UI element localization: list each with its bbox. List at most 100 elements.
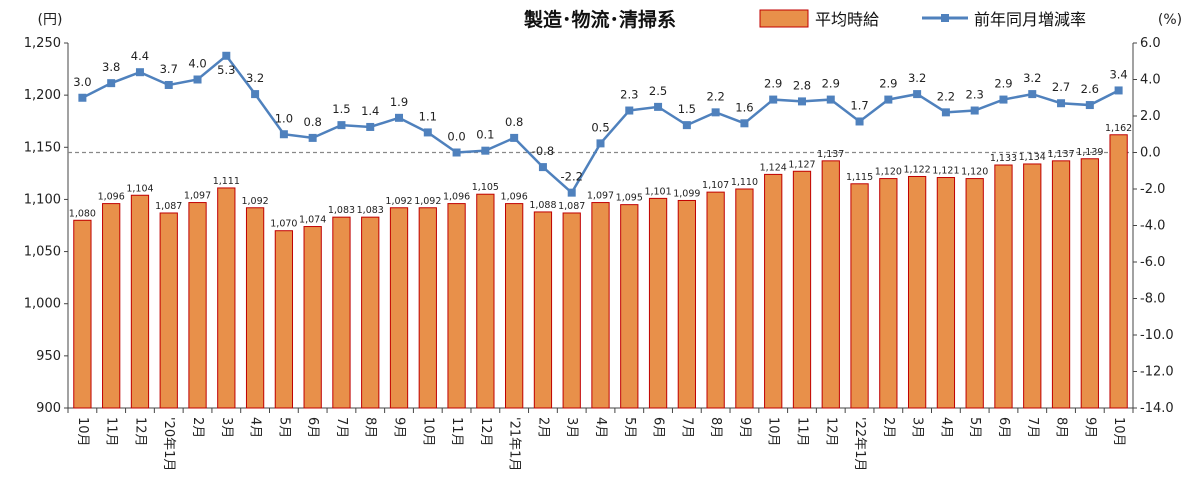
bar-value-label: 1,120 [875,167,902,178]
right-tick-label: 6.0 [1140,36,1161,51]
rate-marker [308,133,317,142]
rate-marker [251,90,260,99]
rate-value-label: 3.2 [1023,71,1041,85]
bar [764,173,783,409]
rate-marker [1028,90,1037,99]
bar-value-label: 1,139 [1076,147,1103,158]
bar-value-label: 1,087 [558,201,585,212]
bar-value-label: 1,092 [414,196,441,207]
rate-marker [279,130,288,139]
x-category-label: 2月 [881,417,896,438]
x-category-label: 10月 [420,417,435,447]
bar [418,207,437,409]
bar-value-label: 1,133 [990,153,1017,164]
bar-value-label: 1,074 [299,215,326,226]
rate-value-label: 4.0 [188,57,206,71]
bar-value-label: 1,162 [1105,123,1132,134]
bar [102,203,121,409]
left-tick-label: 1,150 [24,140,61,155]
rate-marker [366,122,375,131]
bar [447,203,466,409]
bar-value-label: 1,097 [184,191,211,202]
x-category-label: 7月 [679,417,694,438]
bar-value-label: 1,096 [98,192,125,203]
x-category-label: 6月 [305,417,320,438]
bar-value-label: 1,115 [846,172,873,183]
bar [533,211,553,409]
legend-bar-swatch [759,9,809,28]
x-category-label: 10月 [75,417,90,447]
left-tick-label: 1,100 [24,192,61,207]
rate-value-label: 2.2 [706,89,724,103]
x-category-label: 9月 [392,417,407,438]
rate-value-label: 1.4 [361,104,379,118]
rate-marker [596,139,605,148]
right-tick-label: -12.0 [1140,365,1174,380]
rate-value-label: 2.3 [966,88,984,102]
rate-marker [682,121,691,130]
bar-value-label: 1,083 [357,205,384,216]
bar [274,230,294,409]
bar [936,177,956,409]
bar [562,212,581,409]
x-category-label: '22年1月 [852,417,867,471]
rate-marker [1057,99,1066,108]
rate-marker [1085,101,1094,110]
rate-value-label: 2.9 [764,77,782,91]
bar [965,178,984,409]
rate-marker [826,95,835,104]
x-category-label: 11月 [449,417,464,447]
rate-value-label: -0.8 [532,144,554,158]
rate-value-label: 0.8 [304,115,322,129]
bar [591,202,610,409]
rate-value-label: 5.3 [217,63,235,77]
x-category-label: '20年1月 [161,417,176,471]
x-category-label: 6月 [996,417,1011,438]
right-tick-label: 4.0 [1140,73,1161,88]
x-category-label: 10月 [1111,417,1126,447]
rate-marker [337,121,346,130]
rate-value-label: 2.5 [649,84,667,98]
rate-marker [135,68,144,77]
bar-value-label: 1,127 [788,159,815,170]
bars [73,134,1128,409]
bar [303,226,322,409]
rate-value-label: 2.2 [937,89,955,103]
x-category-label: 8月 [1054,417,1069,438]
bar-value-label: 1,095 [616,193,643,204]
bar-value-label: 1,111 [213,176,240,187]
bar [821,160,840,409]
x-category-label: 5月 [276,417,291,438]
bar [476,193,495,409]
bar [706,191,725,409]
bar-value-label: 1,110 [731,177,758,188]
x-category-label: 7月 [1025,417,1040,438]
rate-value-label: 4.4 [131,49,149,63]
left-tick-label: 1,050 [24,245,61,260]
x-category-label: 11月 [794,417,809,447]
rate-marker [193,75,202,84]
rate-marker [222,51,231,60]
bar [1051,160,1071,409]
right-tick-label: -8.0 [1140,292,1165,307]
bar-value-label: 1,120 [961,167,988,178]
right-tick-label: 2.0 [1140,109,1161,124]
right-tick-label: -4.0 [1140,219,1165,234]
legend-bar-label: 平均時給 [815,10,879,29]
bar [648,197,668,409]
x-category-label: 3月 [219,417,234,438]
left-tick-label: 1,250 [24,36,61,51]
x-labels: 10月 11月 12月 '20年1月 2月 3月 4月 5月 6月 7月 8月 9月 10月 11月 12月… [75,417,1126,471]
rate-marker [855,117,864,126]
x-category-label: 5月 [622,417,637,438]
bar-value-label: 1,087 [155,201,182,212]
rate-value-label: 3.2 [908,71,926,85]
left-tick-label: 950 [36,349,61,364]
bar [792,170,812,409]
x-category-label: 6月 [651,417,666,438]
rate-value-label: 3.4 [1109,67,1127,81]
bar-value-label: 1,124 [760,162,787,173]
bar-value-label: 1,083 [328,205,355,216]
rate-value-label: 1.9 [390,95,408,109]
x-category-label: 8月 [708,417,723,438]
